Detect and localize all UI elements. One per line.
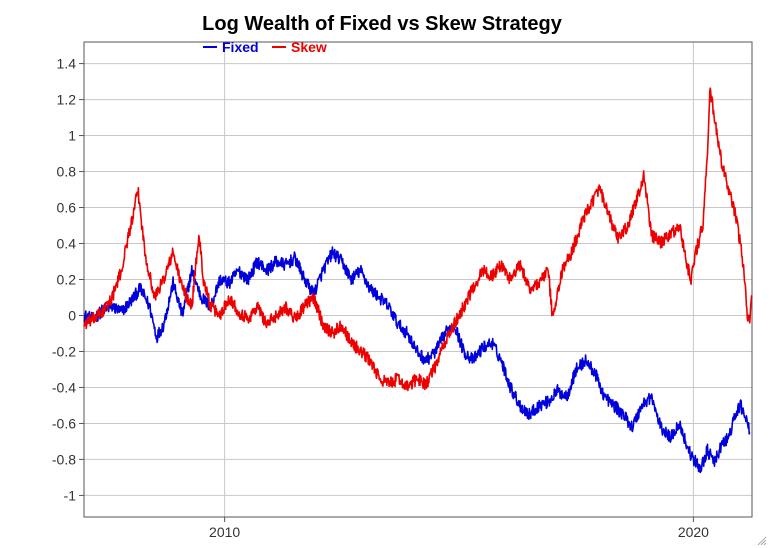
y-tick-label: -0.6 — [52, 415, 76, 431]
y-tick-label: 0.4 — [57, 236, 77, 252]
chart-title: Log Wealth of Fixed vs Skew Strategy — [202, 13, 563, 35]
plot-frame — [83, 41, 753, 518]
x-tick-label: 2010 — [209, 524, 240, 540]
y-tick-label: -0.8 — [52, 451, 76, 467]
y-axis-tick-labels: 1.4 1.2 1 0.8 0.6 0.4 0.2 0 -0.2 -0.4 -0.6 -0.8 -1 — [52, 56, 76, 504]
x-axis-tick-labels: 2010 2020 — [209, 524, 709, 540]
legend-label-skew: Skew — [291, 39, 327, 55]
y-tick-label: 1.4 — [57, 56, 77, 72]
y-tick-label: 0 — [68, 307, 76, 323]
series-line-fixed — [83, 246, 751, 473]
y-tick-label: 1.2 — [57, 92, 77, 108]
resize-grip-icon[interactable] — [755, 534, 767, 546]
y-tick-label: -1 — [64, 487, 77, 503]
y-tick-label: 1 — [68, 128, 76, 144]
series-layer — [83, 87, 753, 473]
legend-label-fixed: Fixed — [222, 39, 259, 55]
y-tick-label: 0.2 — [57, 272, 77, 288]
x-tick-label: 2020 — [678, 524, 709, 540]
y-tick-label: 0.6 — [57, 200, 77, 216]
y-tick-label: -0.2 — [52, 343, 76, 359]
y-tick-label: -0.4 — [52, 379, 76, 395]
legend: Fixed Skew — [203, 39, 327, 55]
series-line-skew — [83, 87, 753, 392]
y-tick-label: 0.8 — [57, 164, 77, 180]
